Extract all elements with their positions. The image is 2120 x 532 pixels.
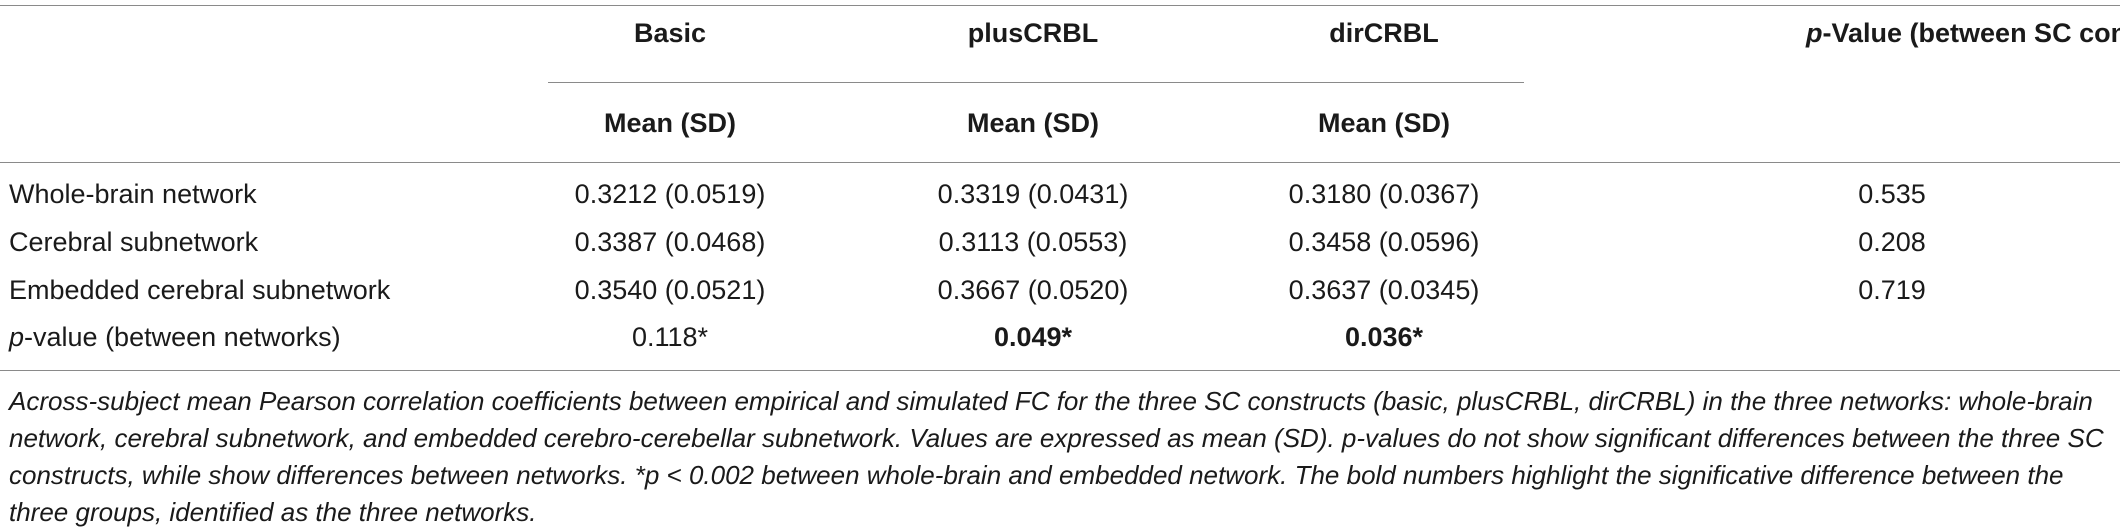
row-label-embedded: Embedded cerebral subnetwork xyxy=(9,275,391,305)
cell-dircrbl: 0.3458 (0.0596) xyxy=(1288,227,1480,257)
row-label-pvalue-italic: p xyxy=(9,322,25,352)
cell-pluscrbl: 0.3319 (0.0431) xyxy=(937,179,1129,209)
cell-pluscrbl: 0.3667 (0.0520) xyxy=(937,275,1129,305)
subheader-dircrbl: Mean (SD) xyxy=(1317,108,1451,138)
header-group-rule xyxy=(548,82,1524,83)
header-basic: Basic xyxy=(633,18,707,48)
cell-pvalue-pluscrbl: 0.049* xyxy=(993,322,1073,352)
cell-pvalue: 0.208 xyxy=(1858,227,1926,257)
row-label-cerebral: Cerebral subnetwork xyxy=(9,227,259,257)
subheader-basic: Mean (SD) xyxy=(603,108,737,138)
row-label-whole-brain: Whole-brain network xyxy=(9,179,257,209)
cell-basic: 0.3212 (0.0519) xyxy=(574,179,766,209)
cell-pvalue-dircrbl: 0.036* xyxy=(1344,322,1424,352)
cell-pluscrbl: 0.3113 (0.0553) xyxy=(938,227,1128,257)
cell-pvalue-basic: 0.118* xyxy=(631,322,709,352)
cell-basic: 0.3540 (0.0521) xyxy=(574,275,766,305)
header-pvalue: p-Value (between SC constructs) xyxy=(1806,16,2120,50)
table-bottom-rule xyxy=(0,370,2120,371)
cell-dircrbl: 0.3180 (0.0367) xyxy=(1288,179,1480,209)
cell-basic: 0.3387 (0.0468) xyxy=(574,227,766,257)
table-caption: Across-subject mean Pearson correlation … xyxy=(9,386,2104,527)
header-pvalue-rest: -Value (between SC constructs) xyxy=(1822,18,2120,48)
header-pvalue-italic: p xyxy=(1806,18,1823,48)
header-bottom-rule xyxy=(0,162,2120,163)
header-pluscrbl: plusCRBL xyxy=(967,18,1099,48)
header-dircrbl: dirCRBL xyxy=(1329,18,1439,48)
cell-pvalue: 0.535 xyxy=(1858,179,1926,209)
subheader-pluscrbl: Mean (SD) xyxy=(966,108,1100,138)
cell-pvalue: 0.719 xyxy=(1858,275,1926,305)
row-label-pvalue-rest: -value (between networks) xyxy=(24,322,341,352)
table-top-rule xyxy=(0,5,2120,6)
row-label-pvalue: p-value (between networks) xyxy=(9,320,341,354)
cell-dircrbl: 0.3637 (0.0345) xyxy=(1288,275,1480,305)
